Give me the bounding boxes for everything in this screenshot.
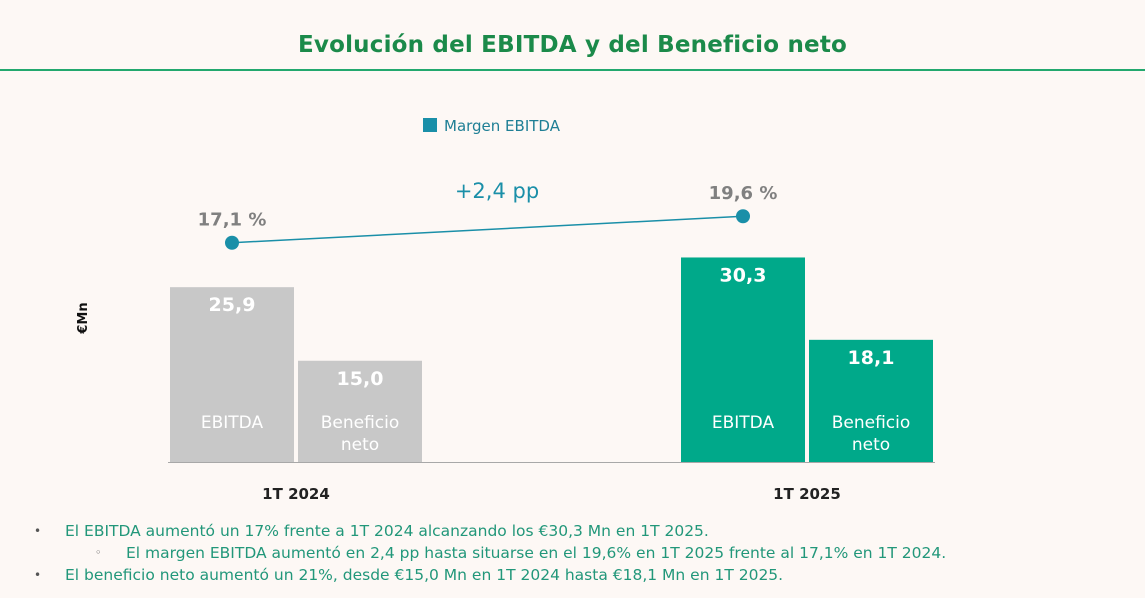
bar-ebitda-1t-2025 [681,257,805,462]
margin-ebitda-point [736,209,750,224]
margin-ebitda-line [231,215,744,244]
bar-beneficio-neto-1t-2025 [809,339,933,462]
chart-title: Evolución del EBITDA y del Beneficio net… [297,32,848,58]
bullet-marker: ◦ [95,546,102,559]
title-divider [0,69,1145,71]
bar-category-label: Beneficio [832,413,911,433]
margin-ebitda-point [225,235,239,250]
bar-category-label: neto [341,435,379,455]
x-tick-label: 1T 2025 [773,485,841,503]
bar-category-label: Beneficio [321,413,400,433]
bullet-marker: • [34,524,42,538]
data-label: 18,1 [848,347,895,369]
y-axis-label: €Mn [76,302,91,334]
bullet-text: El EBITDA aumentó un 17% frente a 1T 202… [65,522,709,540]
data-label: 25,9 [209,294,256,316]
bar-category-label: EBITDA [712,413,775,433]
x-tick-label: 1T 2024 [262,485,330,503]
data-label: 15,0 [337,368,384,390]
bullet-text: El margen EBITDA aumentó en 2,4 pp hasta… [126,544,947,562]
bullet-text: El beneficio neto aumentó un 21%, desde … [65,566,784,584]
margin-ebitda-label: 17,1 % [198,210,267,231]
margin-delta-annotation: +2,4 pp [455,179,539,203]
bar-category-label: EBITDA [201,413,264,433]
ebitda-chart: Margen EBITDA€Mn 25,9EBITDA15,0Beneficion… [76,117,935,503]
data-label: 30,3 [720,264,767,286]
bar-category-label: neto [852,435,890,455]
bar-beneficio-neto-1t-2024 [298,360,422,462]
margin-ebitda-label: 19,6 % [709,183,778,204]
bar-ebitda-1t-2024 [170,287,294,462]
legend-swatch-margen-ebitda [423,118,437,132]
bullet-marker: • [34,568,42,582]
legend-label-margen-ebitda: Margen EBITDA [444,117,561,135]
